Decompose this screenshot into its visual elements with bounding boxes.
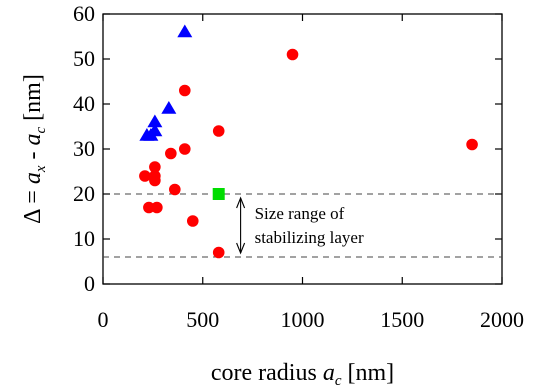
data-point-circle bbox=[286, 48, 299, 61]
data-point-triangle bbox=[161, 101, 177, 114]
data-point-triangle bbox=[147, 114, 163, 128]
y-tick-label: 60 bbox=[73, 1, 95, 26]
annotation-arrow-head-down bbox=[236, 242, 246, 255]
data-point-circle bbox=[178, 143, 191, 155]
data-point-circle bbox=[149, 174, 161, 187]
data-point-circle bbox=[151, 201, 163, 214]
data-point-triangle bbox=[139, 128, 155, 141]
data-point-circle bbox=[212, 246, 225, 259]
axis-titles: core radius ac [nm] Δ = ax - ac [nm] bbox=[20, 74, 394, 387]
x-tick-label: 500 bbox=[186, 307, 219, 332]
data-point-circle bbox=[212, 125, 225, 137]
y-tick-label: 50 bbox=[73, 46, 95, 71]
y-tick-label: 0 bbox=[84, 271, 95, 296]
data-point-circle bbox=[143, 201, 155, 214]
x-tick-label: 1000 bbox=[281, 307, 325, 332]
data-point-square bbox=[212, 188, 225, 200]
data-point-circle bbox=[165, 147, 177, 160]
x-tick-label: 2000 bbox=[480, 307, 524, 332]
data-markers bbox=[139, 24, 478, 259]
data-point-circle bbox=[169, 183, 181, 196]
y-tick-label: 40 bbox=[73, 91, 95, 116]
data-point-circle bbox=[178, 84, 191, 97]
x-tick-label: 0 bbox=[98, 307, 109, 332]
y-tick-label: 10 bbox=[73, 226, 95, 251]
annotation-text: stabilizing layer bbox=[255, 228, 364, 247]
annotation: Size range of stabilizing layer bbox=[236, 196, 364, 255]
annotation-arrow-head-up bbox=[236, 196, 246, 209]
data-point-circle bbox=[139, 170, 151, 182]
data-point-circle bbox=[186, 215, 199, 227]
y-axis-title: Δ = ax - ac [nm] bbox=[20, 74, 49, 224]
data-point-triangle bbox=[177, 24, 193, 38]
axis-ticks: 0 500 1000 1500 2000 0 10 20 30 40 50 60 bbox=[73, 1, 524, 332]
y-tick-label: 30 bbox=[73, 136, 95, 161]
data-point-circle bbox=[149, 161, 161, 173]
annotation-text: Size range of bbox=[255, 204, 345, 223]
reference-lines bbox=[103, 193, 502, 258]
x-tick-label: 1500 bbox=[380, 307, 424, 332]
data-point-circle bbox=[466, 138, 478, 151]
y-tick-label: 20 bbox=[73, 181, 95, 206]
x-axis-title: core radius ac [nm] bbox=[211, 360, 394, 387]
